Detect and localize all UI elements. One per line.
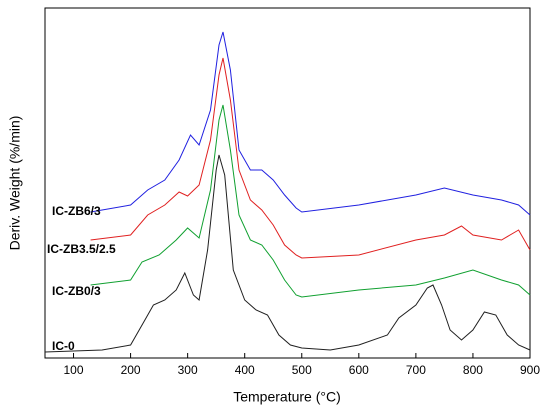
- x-tick-label: 700: [406, 363, 426, 377]
- x-tick-label: 200: [121, 363, 141, 377]
- series-line: [90, 104, 531, 298]
- x-axis-label: Temperature (°C): [233, 389, 341, 405]
- x-tick-label: 800: [463, 363, 483, 377]
- x-tick-label: 100: [64, 363, 84, 377]
- series-label: IC-ZB3.5/2.5: [47, 242, 116, 256]
- series-label: IC-ZB6/3: [52, 204, 101, 218]
- series-label: IC-0: [52, 339, 75, 353]
- plot-frame: [44, 7, 531, 359]
- x-tick-label: 300: [178, 363, 198, 377]
- x-tick-label: 900: [520, 363, 540, 377]
- y-axis-label: Deriv. Weight (%/min): [7, 116, 23, 251]
- x-tick-label: 500: [292, 363, 312, 377]
- series-label: IC-ZB0/3: [52, 284, 101, 298]
- series-line: [44, 154, 531, 353]
- x-tick-label: 600: [349, 363, 369, 377]
- series-line: [90, 57, 531, 259]
- x-tick-label: 400: [235, 363, 255, 377]
- series-line: [90, 31, 531, 216]
